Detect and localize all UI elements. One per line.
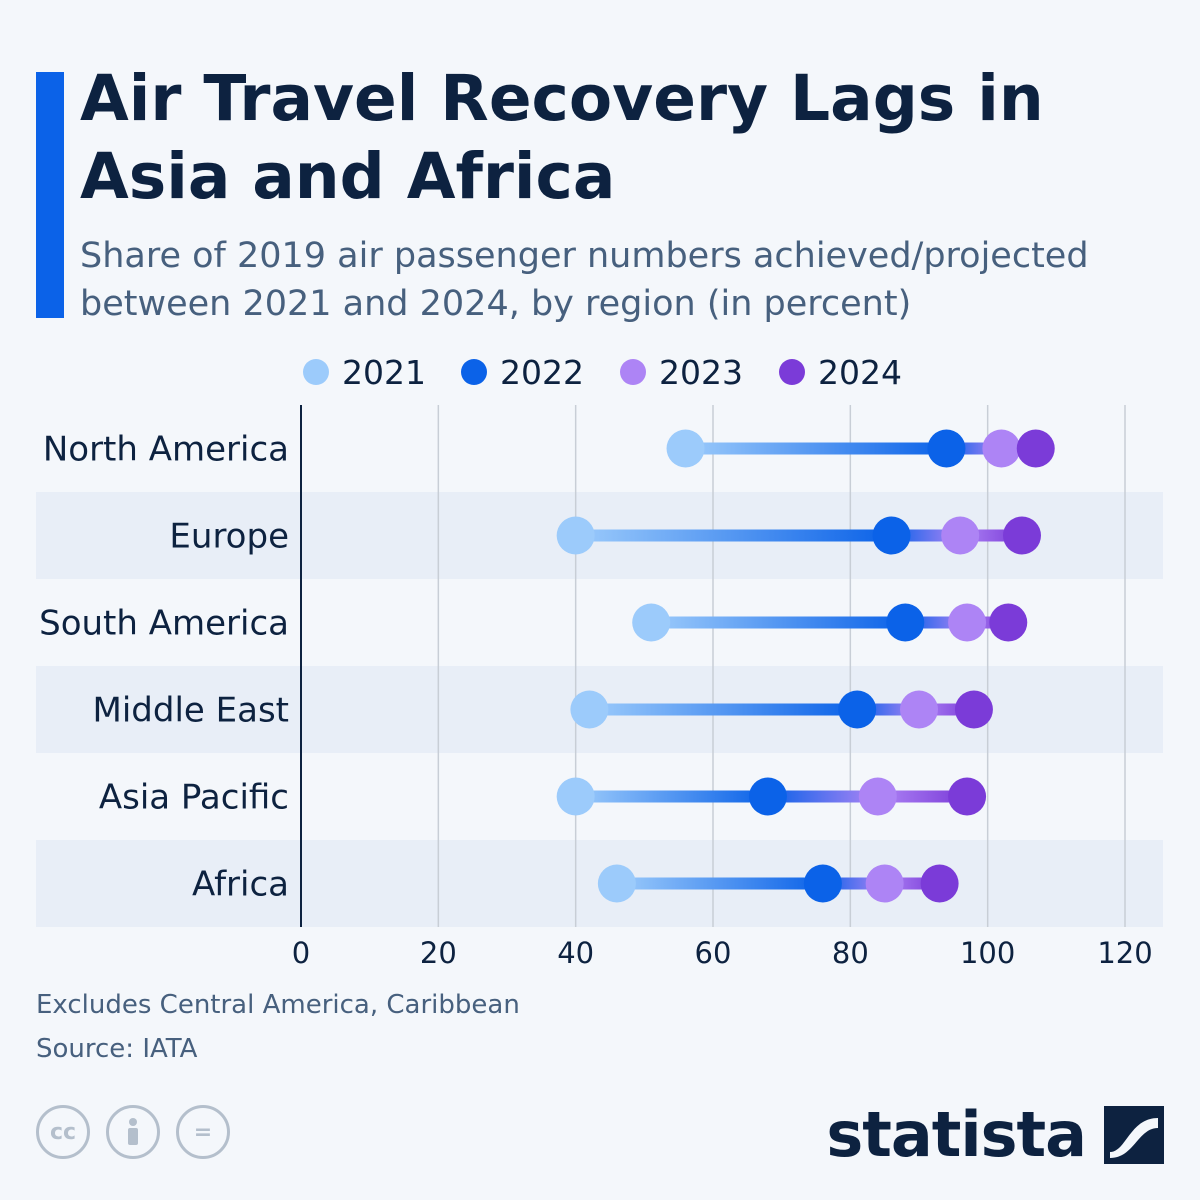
legend-label-2022: 2022	[500, 353, 584, 392]
connector-segment	[877, 790, 968, 803]
gridlines	[300, 405, 1126, 927]
point-2022[interactable]	[872, 516, 911, 555]
point-2021[interactable]	[632, 603, 671, 642]
connector-segment	[575, 529, 892, 542]
connector-segment	[651, 616, 906, 629]
x-tick-label: 100	[960, 936, 1015, 970]
point-2021[interactable]	[556, 516, 595, 555]
legend-marker-2021	[303, 359, 329, 385]
category-label: Asia Pacific	[99, 778, 289, 818]
point-2021[interactable]	[570, 690, 609, 729]
point-2024[interactable]	[954, 690, 993, 729]
point-2023[interactable]	[941, 516, 980, 555]
point-2023[interactable]	[982, 429, 1021, 468]
connector-segment	[589, 703, 858, 716]
legend: 2021 2022 2023 2024	[303, 353, 902, 392]
legend-label-2023: 2023	[659, 353, 743, 392]
chart-title: Air Travel Recovery Lags in Asia and Afr…	[80, 62, 1044, 213]
chart-subtitle: Share of 2019 air passenger numbers achi…	[80, 236, 1089, 324]
point-2023[interactable]	[858, 777, 897, 816]
category-labels: North America Europe South America Middle E…	[39, 430, 289, 905]
footnote-exclusion: Excludes Central America, Caribbean	[36, 990, 520, 1020]
category-label: North America	[43, 430, 289, 470]
point-2024[interactable]	[948, 777, 987, 816]
no-derivatives-icon[interactable]: =	[176, 1105, 230, 1159]
connector-segment	[616, 877, 823, 890]
category-label: Europe	[169, 517, 289, 557]
point-2021[interactable]	[666, 429, 705, 468]
point-2024[interactable]	[920, 864, 959, 903]
source-text: Source: IATA	[36, 1034, 198, 1064]
point-2024[interactable]	[1016, 429, 1055, 468]
connector-segment	[767, 790, 878, 803]
x-tick-label: 40	[557, 936, 594, 970]
x-tick-label: 0	[292, 936, 310, 970]
x-tick-label: 60	[695, 936, 732, 970]
point-2021[interactable]	[597, 864, 636, 903]
legend-marker-2023	[620, 359, 646, 385]
point-2024[interactable]	[1003, 516, 1041, 555]
category-label: Africa	[192, 865, 289, 905]
person-glyph	[128, 1118, 138, 1145]
point-2023[interactable]	[900, 690, 938, 729]
point-2021[interactable]	[556, 777, 595, 816]
point-2022[interactable]	[748, 777, 787, 816]
title-accent-bar	[36, 72, 64, 318]
point-2022[interactable]	[886, 603, 925, 642]
legend-label-2024: 2024	[818, 353, 902, 392]
connector-segment	[685, 442, 947, 455]
x-tick-label: 80	[832, 936, 869, 970]
license-icons: cc =	[36, 1105, 230, 1159]
connector-segment	[575, 790, 768, 803]
legend-marker-2022	[461, 359, 487, 385]
point-2024[interactable]	[989, 603, 1028, 642]
point-2023[interactable]	[865, 864, 904, 903]
brand-wordmark: statista	[826, 1098, 1087, 1171]
cc-icon[interactable]: cc	[36, 1105, 90, 1159]
statista-logo[interactable]: statista	[826, 1098, 1164, 1171]
point-2022[interactable]	[838, 690, 877, 729]
category-label: South America	[39, 604, 289, 644]
x-tick-label: 120	[1097, 936, 1152, 970]
legend-marker-2024	[779, 359, 805, 385]
x-tick-label: 20	[420, 936, 457, 970]
statista-logo-icon	[1104, 1105, 1164, 1164]
point-2023[interactable]	[948, 603, 987, 642]
category-label: Middle East	[93, 691, 289, 731]
legend-label-2021: 2021	[342, 353, 426, 392]
point-2022[interactable]	[803, 864, 842, 903]
point-2022[interactable]	[927, 429, 966, 468]
x-axis-tick-labels: 0 20 40 60 80 100 120	[292, 936, 1153, 970]
data-points	[556, 429, 1055, 903]
attribution-icon[interactable]	[106, 1105, 160, 1159]
